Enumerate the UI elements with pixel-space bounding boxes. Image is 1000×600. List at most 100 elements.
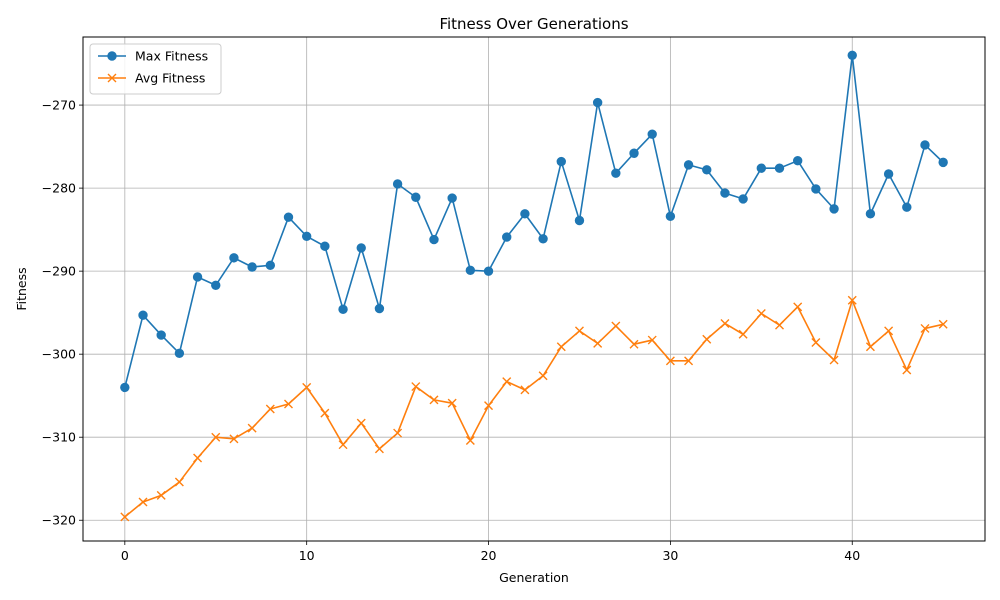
max-fitness-point <box>647 129 657 139</box>
max-fitness-point <box>411 192 421 202</box>
avg-fitness-point <box>793 302 803 312</box>
avg-fitness-point <box>611 321 621 331</box>
avg-fitness-point <box>720 318 730 328</box>
max-fitness-point <box>538 234 548 244</box>
max-fitness-point <box>720 188 730 198</box>
avg-fitness-point <box>738 329 748 339</box>
avg-fitness-point <box>684 356 694 366</box>
avg-fitness-point <box>902 365 912 375</box>
max-fitness-point <box>374 303 385 314</box>
avg-fitness-point <box>374 444 384 454</box>
x-tick-label: 0 <box>121 548 129 563</box>
x-tick-label: 10 <box>299 548 315 563</box>
max-fitness-point <box>738 194 748 204</box>
x-tick-label: 30 <box>662 548 678 563</box>
max-fitness-point <box>356 243 366 253</box>
max-fitness-point <box>920 140 930 150</box>
avg-fitness-point <box>338 440 348 450</box>
avg-fitness-point <box>320 408 330 418</box>
max-fitness-point <box>938 157 948 168</box>
avg-fitness-point <box>138 497 148 507</box>
avg-fitness-point <box>574 326 584 336</box>
avg-fitness-point <box>538 371 548 381</box>
avg-fitness-point <box>284 399 293 409</box>
y-axis-title: Fitness <box>14 267 29 310</box>
avg-fitness-point <box>302 382 312 392</box>
max-fitness-point <box>465 265 476 276</box>
avg-fitness-point <box>247 423 257 433</box>
max-fitness-point <box>392 179 403 189</box>
avg-fitness-point <box>847 295 857 305</box>
y-tick-label: −320 <box>42 513 76 528</box>
legend: Max Fitness Avg Fitness <box>89 43 222 95</box>
avg-fitness-point <box>938 319 948 329</box>
max-fitness-point <box>811 184 821 194</box>
plot-frame <box>82 36 986 542</box>
max-fitness-point <box>592 97 603 108</box>
max-fitness-point <box>883 169 894 179</box>
avg-fitness-point <box>447 398 457 408</box>
max-fitness-point <box>229 253 239 263</box>
avg-fitness-point <box>265 404 275 414</box>
max-fitness-point <box>447 193 457 203</box>
avg-fitness-point <box>356 418 366 428</box>
legend-item-max-fitness: Max Fitness <box>98 49 208 64</box>
max-fitness-point <box>574 215 585 226</box>
series-layer <box>120 50 948 522</box>
legend-label: Avg Fitness <box>135 71 205 86</box>
avg-fitness-point <box>593 338 603 348</box>
legend-item-avg-fitness: Avg Fitness <box>98 71 205 86</box>
x-axis-title: Generation <box>499 570 569 585</box>
avg-fitness-point <box>629 339 639 349</box>
max-fitness-point <box>756 163 767 173</box>
x-tick-label: 40 <box>844 548 860 563</box>
max-fitness-point <box>120 382 130 393</box>
max-fitness-point <box>792 156 803 166</box>
x-tick-label: 20 <box>481 548 497 563</box>
chart-title: Fitness Over Generations <box>439 15 628 33</box>
avg-fitness-point <box>193 453 203 463</box>
y-tick-label: −300 <box>42 347 76 362</box>
avg-fitness-point <box>465 436 475 446</box>
max-fitness-point <box>683 160 694 170</box>
max-fitness-point <box>502 232 512 242</box>
legend-swatch-marker <box>107 51 117 61</box>
avg-fitness-point <box>211 432 221 442</box>
max-fitness-point <box>338 304 348 315</box>
avg-fitness-point <box>811 338 821 348</box>
avg-fitness-point <box>484 401 494 411</box>
avg-fitness-point <box>393 428 403 438</box>
avg-fitness-point <box>429 395 439 405</box>
max-fitness-point <box>702 165 712 175</box>
max-fitness-point <box>247 262 257 272</box>
max-fitness-point <box>774 163 785 173</box>
y-tick-label: −290 <box>42 264 76 279</box>
avg-fitness-point <box>502 377 512 387</box>
avg-fitness-point <box>702 334 712 344</box>
avg-fitness-point <box>865 342 875 352</box>
max-fitness-point <box>629 148 639 158</box>
avg-fitness-point <box>756 308 766 318</box>
max-fitness-point <box>847 50 857 60</box>
avg-fitness-point <box>647 335 657 345</box>
y-tick-label: −280 <box>42 181 76 196</box>
avg-fitness-series <box>120 295 948 522</box>
max-fitness-point <box>865 209 876 219</box>
y-tick-label: −310 <box>42 430 76 445</box>
avg-fitness-point <box>556 342 566 352</box>
max-fitness-point <box>174 348 185 359</box>
max-fitness-series <box>120 50 948 393</box>
max-fitness-point <box>611 168 621 178</box>
max-fitness-point <box>265 260 276 271</box>
grid <box>83 37 985 541</box>
avg-fitness-point <box>156 490 166 500</box>
max-fitness-point <box>483 266 494 276</box>
max-fitness-point <box>138 310 148 320</box>
max-fitness-line <box>124 54 944 388</box>
legend-swatch-marker <box>107 73 117 83</box>
avg-fitness-point <box>884 326 894 336</box>
avg-fitness-point <box>520 385 530 395</box>
legend-label: Max Fitness <box>135 49 208 64</box>
